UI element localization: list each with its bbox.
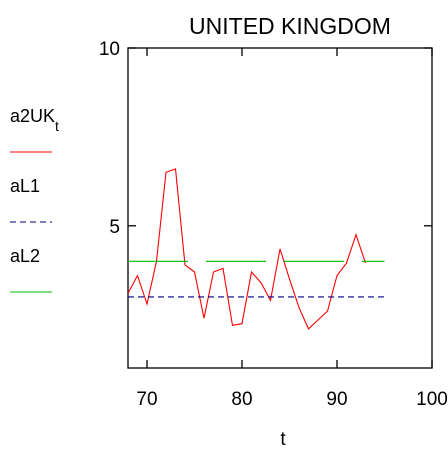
axis-ticks [128, 47, 433, 368]
legend-label-al2: aL2 [10, 246, 40, 266]
legend-label-al1: aL1 [10, 176, 40, 196]
x-tick-label: 100 [416, 389, 448, 410]
series-line-a2uk [127, 168, 367, 330]
legend-subscript: t [55, 118, 59, 134]
x-tick-label: 70 [136, 389, 157, 410]
plot-frame [127, 47, 433, 369]
series-lines [127, 168, 385, 330]
y-tick-label: 5 [109, 217, 120, 238]
y-tick-label: 10 [99, 39, 120, 60]
x-tick-labels: 70 80 90 100 [136, 389, 447, 410]
y-tick-labels: 5 10 [99, 39, 120, 238]
x-tick-label: 80 [231, 389, 252, 410]
plot-area [127, 47, 433, 369]
chart-title: UNITED KINGDOM [189, 13, 391, 39]
x-axis-label: t [280, 429, 286, 450]
x-tick-label: 90 [326, 389, 347, 410]
legend-label-a2uk: a2UKt [10, 106, 59, 134]
legend: a2UKt aL1 aL2 [10, 106, 59, 293]
